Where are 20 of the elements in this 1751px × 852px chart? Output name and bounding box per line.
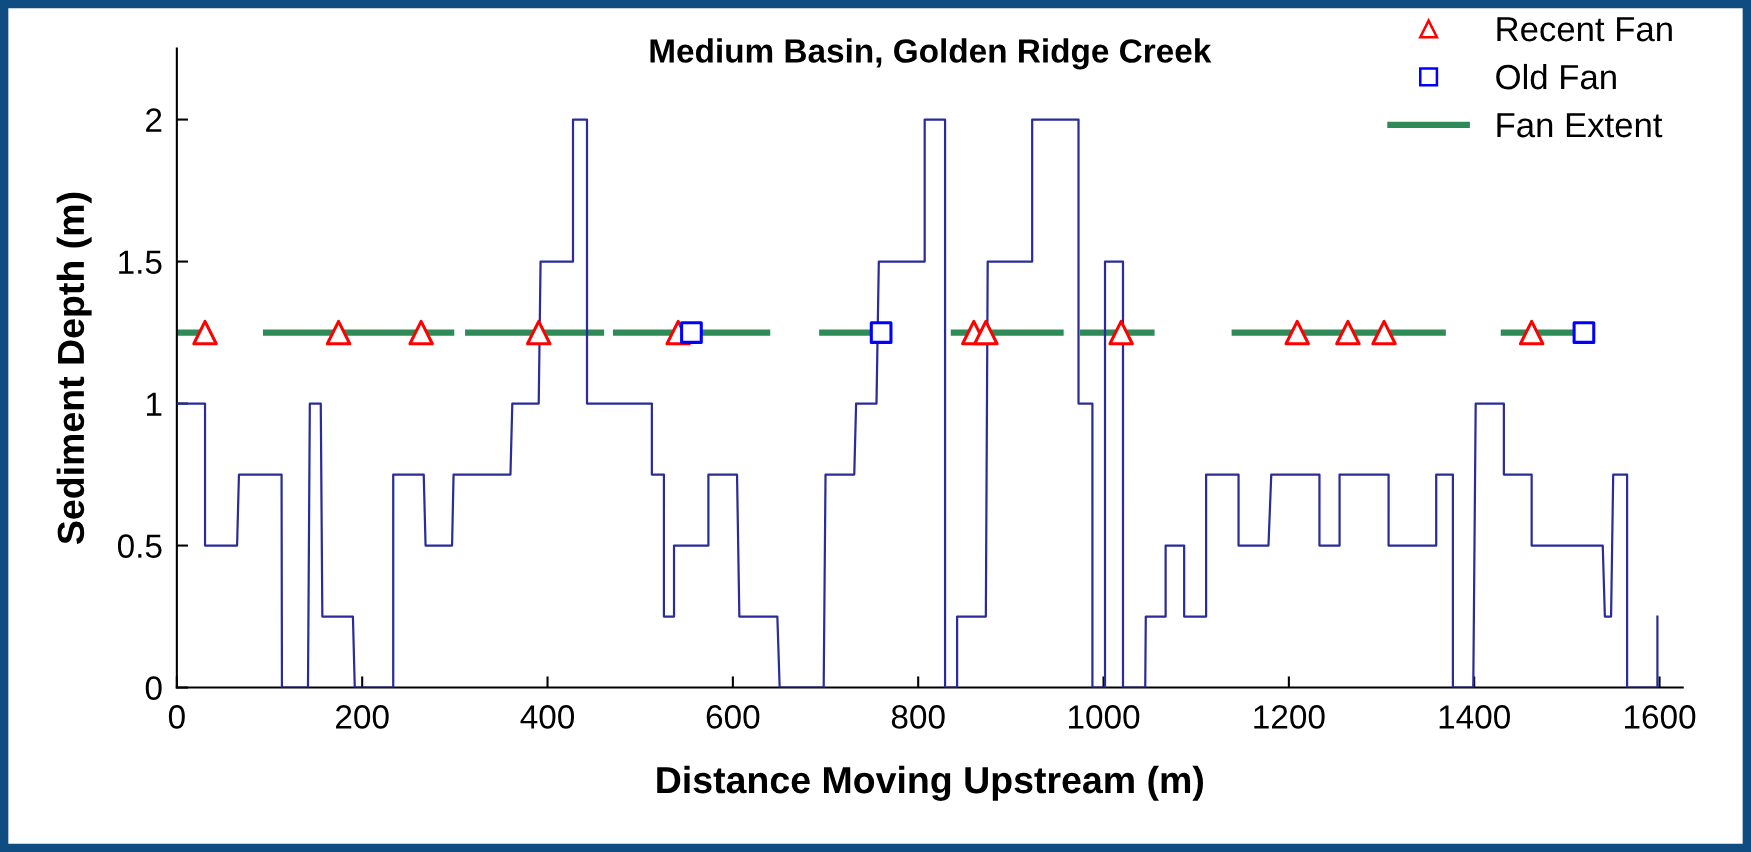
y-tick-label: 1.5 — [119, 250, 162, 274]
y-tick-label: 2 — [146, 108, 162, 132]
x-tick-label: 0 — [168, 705, 185, 729]
x-tick-label: 600 — [706, 705, 760, 729]
y-tick-label: 0 — [145, 676, 162, 700]
x-tick-label: 800 — [891, 705, 945, 729]
chart-title: Medium Basin, Golden Ridge Creek — [650, 38, 1212, 70]
legend-label: Old Fan — [1496, 63, 1616, 90]
legend-label: Fan Extent — [1497, 113, 1663, 138]
x-axis-title: Distance Moving Upstream (m) — [657, 765, 1203, 801]
x-tick-label: 1400 — [1439, 705, 1510, 729]
x-tick-label: 400 — [520, 705, 575, 729]
y-axis-title: Sediment Depth (m) — [56, 192, 92, 545]
x-tick-label: 1200 — [1254, 705, 1325, 729]
x-tick-label: 1600 — [1625, 705, 1696, 729]
legend-label: Recent Fan — [1497, 17, 1672, 42]
y-tick-label: 0.5 — [117, 534, 162, 558]
x-tick-label: 1000 — [1069, 705, 1140, 729]
x-tick-label: 200 — [336, 705, 389, 729]
y-tick-label: 1 — [146, 392, 162, 416]
